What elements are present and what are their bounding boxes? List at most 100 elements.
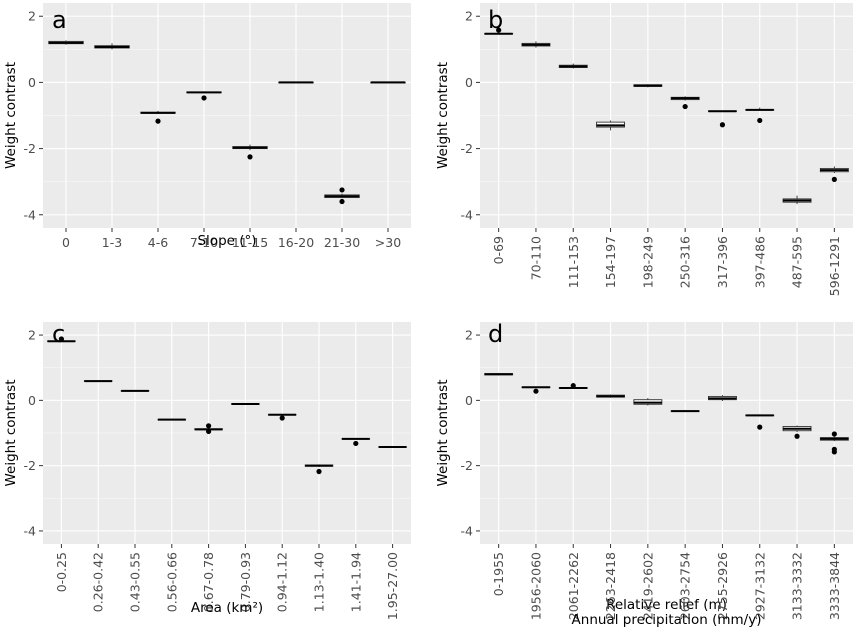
panel-letter: b <box>488 6 503 34</box>
x-tick-label: 1.41-1.94 <box>348 552 363 612</box>
x-tick-label: 0-0.25 <box>54 552 69 592</box>
x-tick-label: 0-69 <box>491 236 506 264</box>
outlier-point <box>794 433 800 439</box>
x-tick-label: 2419-2602 <box>640 552 655 620</box>
box-397-486 <box>745 107 775 124</box>
outlier-point <box>831 449 837 455</box>
y-tick-label: 0 <box>28 393 36 408</box>
panel-d: 2 0 -2 -4 0-1955 1956-2060 2061-2262 2263-2418 2… <box>435 320 853 628</box>
y-tick-label: 0 <box>28 75 36 90</box>
outlier-point <box>570 383 576 389</box>
x-tick-label: 198-249 <box>640 236 655 288</box>
outlier-point <box>757 424 763 430</box>
outlier-point <box>353 440 359 447</box>
x-tick-label: 3333-3844 <box>827 552 842 620</box>
x-tick-label: 21-30 <box>324 235 360 250</box>
x-tick-label: 0.94-1.12 <box>275 552 290 612</box>
x-tick-label: 250-316 <box>678 236 693 288</box>
y-tick-label: -4 <box>461 207 474 222</box>
box-11-15 <box>232 144 268 160</box>
box-2263-2418 <box>596 394 625 398</box>
x-tick-label: 0.26-0.42 <box>91 552 106 612</box>
outlier-point <box>682 103 688 110</box>
box-4-6 <box>140 110 176 124</box>
x-axis-title: Slope (°) <box>197 233 256 249</box>
box-21-30 <box>324 187 360 205</box>
x-tick-label: 0 <box>62 235 70 250</box>
x-tick-label: 1.13-1.40 <box>312 552 327 612</box>
x-axis-title: Annual precipitation (mm/y) <box>572 612 762 628</box>
box-16-20 <box>278 81 314 84</box>
x-tick-label: 3133-3332 <box>790 552 805 620</box>
box-111-153 <box>558 63 588 69</box>
box-2755-2926 <box>708 395 737 402</box>
x-tick-label: 0.67-0.78 <box>201 552 216 612</box>
box-198-249 <box>633 84 663 88</box>
box-7-10 <box>186 91 222 101</box>
y-axis-title: Weight contrast <box>435 379 451 486</box>
box-1956-2060 <box>521 386 551 394</box>
y-tick-label: 2 <box>465 9 473 24</box>
y-tick-label: -2 <box>461 141 473 156</box>
x-tick-label: 596-1291 <box>827 236 842 296</box>
x-tick-label: 1-3 <box>102 235 122 250</box>
box-0-1955 <box>484 372 514 376</box>
outlier-point <box>339 198 345 205</box>
x-tick-label: 397-486 <box>752 236 767 288</box>
box-1.95-27.00 <box>378 446 407 449</box>
box-596-1291 <box>819 166 849 182</box>
x-tick-label: 487-595 <box>790 236 805 288</box>
box-0.26-0.42 <box>83 380 113 383</box>
outlier-point <box>58 336 64 342</box>
x-tick-label: 16-20 <box>278 235 314 250</box>
box-2061-2262 <box>558 383 588 389</box>
y-tick-label: -2 <box>461 458 473 473</box>
x-tick-label: 0-1955 <box>491 552 506 596</box>
panel-c: 2 0 -2 -4 0-0.25 0.26-0.42 0.43-0.55 0.56-0.66 0… <box>3 320 411 620</box>
outlier-point <box>316 468 322 475</box>
box-0-0.25 <box>47 336 76 343</box>
box-154-197 <box>596 120 625 131</box>
x-tick-label: 11-15 <box>232 235 268 250</box>
panel-letter: d <box>488 320 503 348</box>
box-487-595 <box>782 195 812 205</box>
box-2927-3132 <box>745 414 775 430</box>
x-tick-label: 2927-3132 <box>752 552 767 620</box>
x-tick-label: 317-396 <box>715 236 730 288</box>
outlier-point <box>206 423 212 429</box>
y-tick-label: -4 <box>461 523 474 538</box>
y-tick-label: -2 <box>24 141 36 156</box>
box-70-110 <box>521 41 551 48</box>
x-axis-title: Area (km²) <box>191 600 263 616</box>
outlier-point <box>533 388 539 394</box>
box-3333-3844 <box>819 431 849 455</box>
panel-letter: c <box>52 320 65 348</box>
box-2419-2602 <box>633 398 663 406</box>
outlier-point <box>155 118 161 124</box>
box-1-3 <box>94 43 130 50</box>
outlier-point <box>201 95 207 101</box>
box-0.67-0.78 <box>194 423 223 434</box>
box-1.13-1.40 <box>304 464 334 475</box>
outlier-point <box>757 117 763 124</box>
box-317-396 <box>708 110 737 128</box>
y-tick-label: 2 <box>465 328 473 343</box>
y-tick-label: 2 <box>28 9 36 24</box>
y-tick-label: -2 <box>24 458 36 473</box>
x-tick-label: 1.95-27.00 <box>385 552 400 620</box>
outlier-point <box>719 122 726 128</box>
panel-b: 2 0 -2 -4 0-69 70-110 111-153 154-197 198-249 250… <box>435 3 853 613</box>
y-tick-label: 2 <box>28 328 36 343</box>
x-tick-label: 70-110 <box>528 236 543 280</box>
outlier-point <box>206 428 212 434</box>
x-tick-label: 0.43-0.55 <box>128 552 143 612</box>
y-axis-title: Weight contrast <box>435 62 451 169</box>
x-axis-title: Relative relief (m) <box>606 597 727 613</box>
box-0.94-1.12 <box>267 413 297 421</box>
x-tick-label: 4-6 <box>148 235 168 250</box>
y-tick-label: -4 <box>24 523 37 538</box>
x-tick-label: 7-10 <box>190 235 218 250</box>
box-0-69 <box>484 27 514 35</box>
